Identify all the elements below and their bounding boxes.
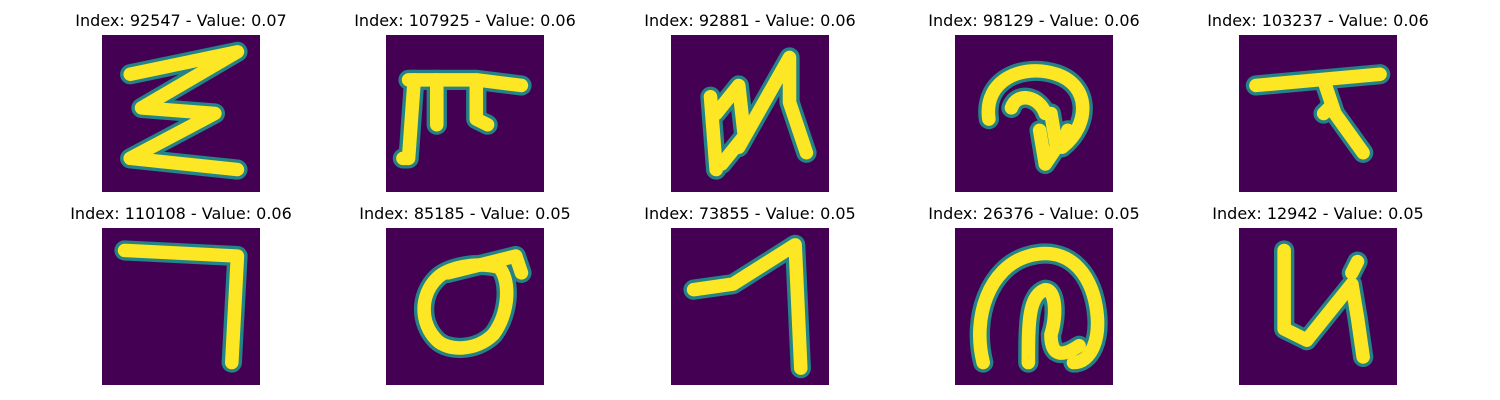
glyph-image: [671, 35, 829, 192]
panel-title: Index: 12942 - Value: 0.05: [1212, 204, 1424, 223]
panel-10: Index: 12942 - Value: 0.05: [1198, 204, 1438, 394]
panel-title: Index: 92547 - Value: 0.07: [75, 11, 287, 30]
panel-2: Index: 107925 - Value: 0.06: [345, 11, 585, 201]
panel-title: Index: 73855 - Value: 0.05: [644, 204, 856, 223]
glyph-image: [955, 228, 1113, 385]
glyph-image: [102, 228, 260, 385]
panel-title: Index: 26376 - Value: 0.05: [928, 204, 1140, 223]
panel-4: Index: 98129 - Value: 0.06: [914, 11, 1154, 201]
panel-title: Index: 110108 - Value: 0.06: [70, 204, 292, 223]
panel-title: Index: 107925 - Value: 0.06: [354, 11, 576, 30]
glyph-image: [955, 35, 1113, 192]
panel-title: Index: 98129 - Value: 0.06: [928, 11, 1140, 30]
panel-6: Index: 110108 - Value: 0.06: [61, 204, 301, 394]
panel-7: Index: 85185 - Value: 0.05: [345, 204, 585, 394]
glyph-image: [386, 228, 544, 385]
glyph-image: [102, 35, 260, 192]
panel-3: Index: 92881 - Value: 0.06: [630, 11, 870, 201]
panel-5: Index: 103237 - Value: 0.06: [1198, 11, 1438, 201]
panel-1: Index: 92547 - Value: 0.07: [61, 11, 301, 201]
glyph-image: [1239, 35, 1397, 192]
glyph-image: [671, 228, 829, 385]
panel-title: Index: 103237 - Value: 0.06: [1207, 11, 1429, 30]
glyph-image: [386, 35, 544, 192]
panel-9: Index: 26376 - Value: 0.05: [914, 204, 1154, 394]
glyph-image: [1239, 228, 1397, 385]
panel-8: Index: 73855 - Value: 0.05: [630, 204, 870, 394]
panel-title: Index: 85185 - Value: 0.05: [359, 204, 571, 223]
panel-title: Index: 92881 - Value: 0.06: [644, 11, 856, 30]
